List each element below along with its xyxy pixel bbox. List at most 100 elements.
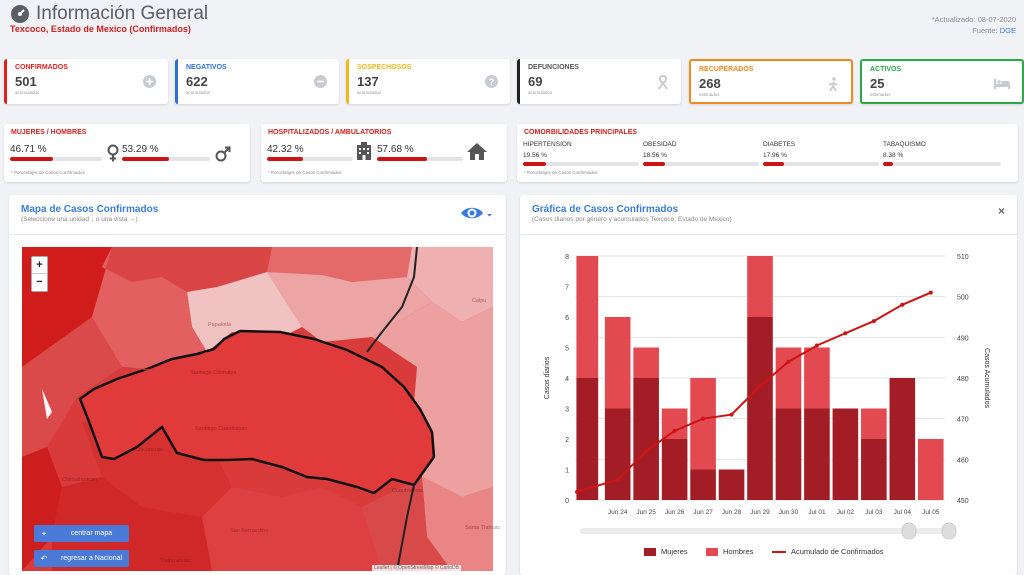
map-label: Santiago Chimalpa: [190, 370, 237, 376]
amb-bar: [377, 157, 463, 161]
y-tick-label: 0: [565, 498, 569, 505]
y-tick-label: 7: [565, 285, 569, 292]
map-boundary: [396, 484, 415, 571]
legend-hombres[interactable]: Hombres: [706, 547, 753, 556]
y2-tick-label: 490: [957, 335, 969, 342]
bar-mujeres: [747, 317, 773, 500]
comorbidity-pct: 17.96 %: [763, 152, 787, 159]
bar-mujeres: [832, 408, 859, 500]
map-label: Papalotla: [208, 322, 231, 328]
y2-tick-label: 510: [957, 254, 969, 261]
map-boundary: [366, 247, 418, 353]
map-boundary: [42, 389, 52, 419]
stat-sospechosos[interactable]: SOSPECHOSOS 137 acumulados ?: [346, 59, 510, 104]
comorbidity-pct: 19.56 %: [523, 152, 547, 159]
comorbidity-bar-fill: [643, 162, 665, 166]
bar-mujeres: [633, 378, 659, 500]
question-circle-icon: ?: [485, 75, 498, 88]
eye-dropdown-icon[interactable]: [460, 205, 492, 221]
hospital-card: HOSPITALIZADOS / AMBULATORIOS 42.32 % 57…: [261, 124, 507, 182]
legend-acumulado[interactable]: Acumulado de Confirmados: [772, 547, 884, 556]
comorbidity-name: DIABETES: [763, 141, 796, 148]
bar-hombres: [917, 439, 944, 500]
bar-mujeres: [576, 378, 599, 500]
y2-axis-label: Casos Acumulados: [983, 348, 990, 408]
stat-recuperados[interactable]: RECUPERADOS 268 estimados: [689, 59, 853, 104]
page-title: Información General: [36, 3, 209, 24]
women-bar: [10, 157, 102, 161]
map-region[interactable]: [362, 477, 452, 571]
gender-note: * Porcentajes de Casos Confirmados: [11, 170, 85, 175]
legend-label: Hombres: [723, 547, 754, 556]
women-bar-fill: [10, 157, 53, 161]
stat-activos[interactable]: ACTIVOS 25 estimados: [860, 59, 1024, 104]
map-road: [121, 351, 208, 373]
map-region[interactable]: [407, 247, 493, 322]
legend-swatch-acumulado: [772, 550, 786, 553]
female-icon: [107, 144, 119, 162]
comorbidity-pct: 18.56 %: [643, 152, 667, 159]
bar-mujeres: [889, 378, 916, 500]
source-link[interactable]: DGE: [999, 26, 1016, 35]
stat-value: 268: [699, 76, 721, 91]
map-region[interactable]: [22, 447, 62, 571]
range-slider-handle-right: [941, 522, 957, 540]
chart-panel-title: Gráfica de Casos Confirmados: [532, 204, 679, 215]
gender-label: MUJERES / HOMBRES: [11, 129, 87, 136]
comorbidity-bar-fill: [523, 162, 546, 166]
map-region[interactable]: [22, 317, 122, 457]
bar-hombres: [661, 408, 688, 439]
stat-sub: acumulados: [15, 90, 40, 95]
stat-confirmados[interactable]: CONFIRMADOS 501 acumulados: [4, 59, 168, 104]
legend-label: Acumulado de Confirmados: [791, 547, 884, 556]
map-canvas[interactable]: [22, 247, 493, 571]
comorbidity-bar: [883, 162, 1001, 166]
x-tick-label: Jul 04: [894, 509, 912, 516]
legend-swatch-mujeres: [644, 547, 656, 556]
map-region[interactable]: [202, 487, 382, 571]
center-map-button[interactable]: ⌖ centrar mapa: [34, 525, 129, 542]
map-region[interactable]: [52, 477, 212, 571]
map-region[interactable]: [267, 272, 432, 342]
hospital-note: * Porcentajes de Casos Confirmados: [268, 170, 342, 175]
zoom-out-button[interactable]: −: [36, 276, 43, 288]
map-region[interactable]: [267, 247, 412, 282]
cumulative-point: [900, 302, 905, 307]
stat-defunciones[interactable]: DEFUNCIONES 69 acumulados: [517, 59, 681, 104]
back-national-button[interactable]: ↶ regresar a Nacional: [34, 550, 129, 567]
crosshair-icon: ⌖: [41, 528, 47, 538]
y-tick-label: 8: [565, 254, 569, 261]
range-slider-handle-left: [901, 522, 917, 540]
map-region[interactable]: [372, 302, 493, 497]
stat-sub: acumulados: [357, 90, 382, 95]
zoom-in-button[interactable]: +: [32, 257, 47, 274]
comorbidity-pct: 8.38 %: [883, 152, 904, 159]
hospital-label: HOSPITALIZADOS / AMBULATORIOS: [268, 129, 392, 136]
cumulative-point: [575, 489, 579, 494]
legend-mujeres[interactable]: Mujeres: [644, 547, 688, 556]
cumulative-point: [928, 290, 933, 295]
cumulative-point: [814, 343, 819, 348]
map-label: Cuauhtemoc: [392, 488, 424, 494]
back-national-label: regresar a Nacional: [60, 555, 123, 562]
map-region[interactable]: [422, 477, 493, 571]
y-tick-label: 4: [565, 376, 569, 383]
map-label: Santa Tlahuac: [465, 525, 501, 531]
chart-panel-header: Gráfica de Casos Confirmados (Casos diar…: [520, 195, 1017, 235]
bar-hombres: [633, 347, 659, 378]
cumulative-point: [672, 428, 677, 433]
map-region[interactable]: [102, 247, 272, 292]
map-panel-title: Mapa de Casos Confirmados: [21, 204, 159, 215]
comorbidity-name: TABAQUISMO: [883, 141, 926, 148]
x-tick-label: Jul 03: [865, 509, 883, 516]
stat-negativos[interactable]: NEGATIVOS 622 acumulados: [175, 59, 339, 104]
hosp-bar: [267, 157, 353, 161]
cumulative-point: [843, 331, 848, 336]
y-tick-label: 3: [565, 407, 569, 414]
map-label: Santiago Cuautlalpan: [195, 426, 248, 432]
page-header: Información General: [10, 3, 208, 25]
bar-mujeres: [661, 439, 688, 500]
close-button[interactable]: ×: [997, 204, 1005, 218]
stat-label: RECUPERADOS: [699, 66, 754, 73]
map-region[interactable]: [92, 247, 207, 372]
